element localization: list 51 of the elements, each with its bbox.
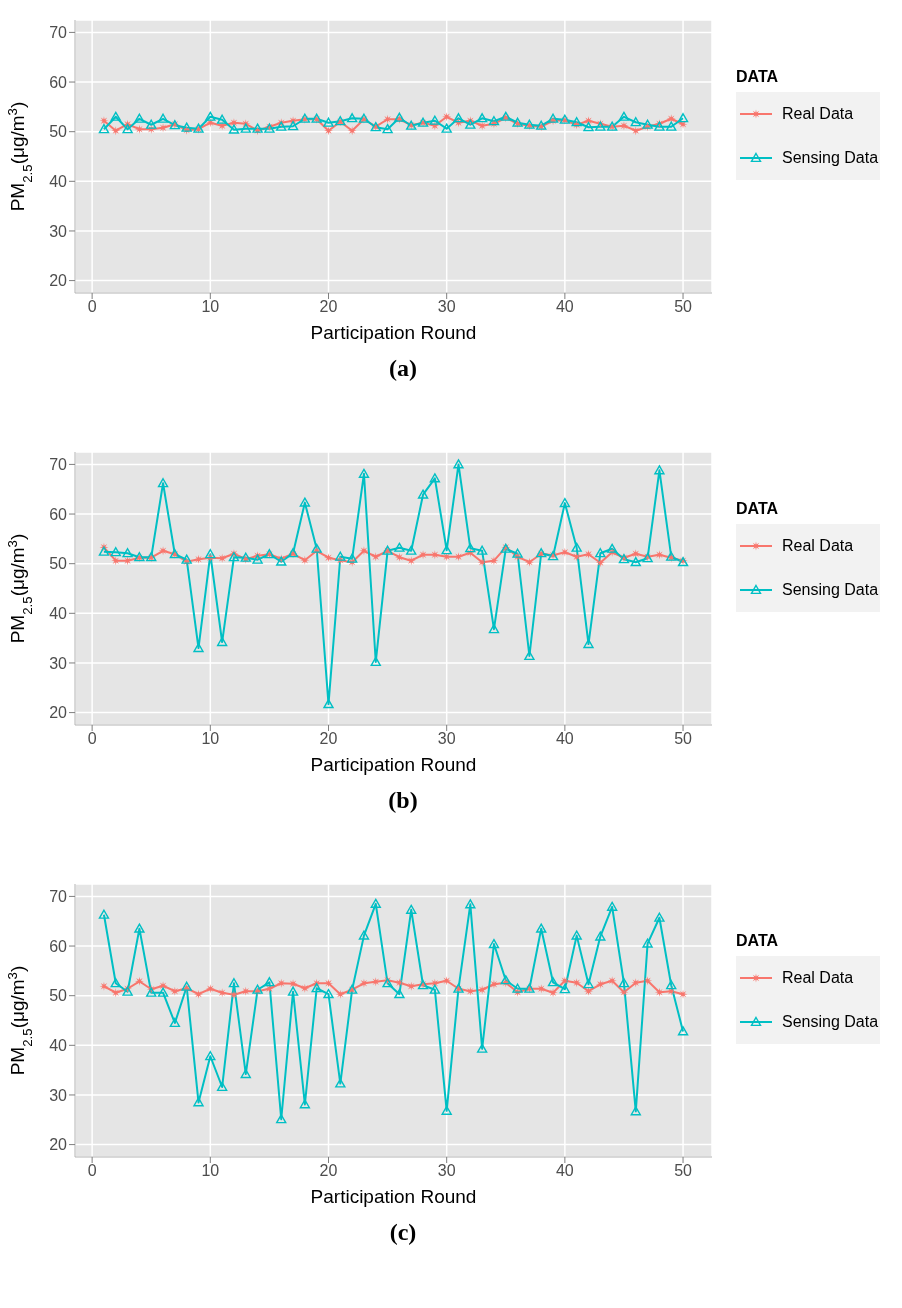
- x-tick-label: 30: [437, 1162, 456, 1180]
- x-tick-label: 20: [319, 298, 338, 316]
- y-tick-label: 70: [49, 888, 68, 906]
- y-tick-label: 40: [49, 605, 68, 622]
- legend-title: DATA: [736, 500, 780, 518]
- y-tick-label: 70: [49, 456, 68, 474]
- y-tick-label: 30: [49, 222, 68, 240]
- legend-label: Real Data: [782, 969, 854, 987]
- y-tick-label: 50: [49, 987, 68, 1005]
- legend-title: DATA: [736, 68, 780, 86]
- x-tick-label: 0: [87, 730, 97, 748]
- text: (b): [388, 787, 418, 813]
- x-axis-title: Participation Round: [310, 1186, 477, 1207]
- legend-title: DATA: [736, 932, 780, 950]
- legend-label: Real Data: [782, 105, 854, 123]
- x-tick-label: 50: [674, 298, 693, 316]
- x-tick-label: 30: [437, 298, 456, 316]
- legend-label: Sensing Data: [782, 149, 879, 167]
- y-tick-label: 40: [49, 1037, 68, 1054]
- y-tick-label: 60: [49, 937, 68, 955]
- y-tick-label: 50: [49, 555, 68, 573]
- text: (a): [389, 355, 417, 381]
- x-tick-label: 10: [201, 298, 220, 316]
- y-tick-label: 40: [49, 173, 68, 190]
- x-tick-label: 0: [87, 1162, 97, 1180]
- x-tick-label: 10: [201, 730, 220, 748]
- x-tick-label: 30: [437, 730, 456, 748]
- x-tick-label: 40: [555, 1162, 574, 1180]
- legend-label: Real Data: [782, 537, 854, 555]
- x-tick-label: 20: [319, 730, 338, 748]
- x-axis-title: Participation Round: [310, 322, 477, 343]
- y-tick-label: 30: [49, 1086, 68, 1104]
- x-tick-label: 50: [674, 730, 693, 748]
- x-tick-label: 10: [201, 1162, 220, 1180]
- y-tick-label: 60: [49, 505, 68, 523]
- y-tick-label: 20: [49, 1136, 68, 1154]
- y-tick-label: 20: [49, 704, 68, 722]
- x-tick-label: 40: [555, 730, 574, 748]
- text: (c): [389, 1219, 417, 1245]
- y-tick-label: 20: [49, 272, 68, 290]
- y-tick-label: 70: [49, 24, 68, 42]
- y-tick-label: 60: [49, 73, 68, 91]
- legend-label: Sensing Data: [782, 1013, 879, 1031]
- x-axis-title: Participation Round: [310, 754, 477, 775]
- y-tick-label: 30: [49, 654, 68, 672]
- x-tick-label: 50: [674, 1162, 693, 1180]
- x-tick-label: 40: [555, 298, 574, 316]
- x-tick-label: 20: [319, 1162, 338, 1180]
- x-tick-label: 0: [87, 298, 97, 316]
- y-tick-label: 50: [49, 123, 68, 141]
- legend-label: Sensing Data: [782, 581, 879, 599]
